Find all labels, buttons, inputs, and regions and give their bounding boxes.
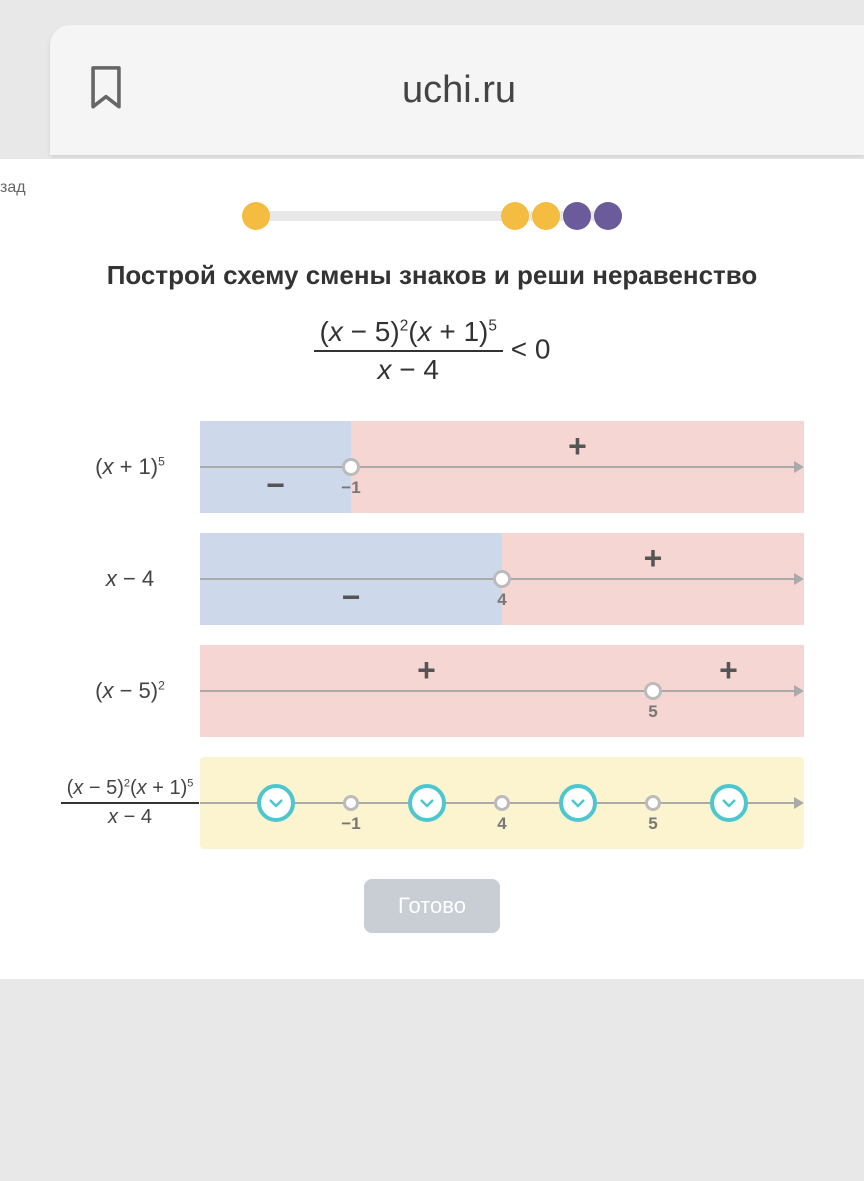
sign-label: + [417, 652, 436, 689]
combined-row: (x − 5)2(x + 1)5x − 4 −1 4 5 [60, 757, 804, 849]
critical-point[interactable] [342, 458, 360, 476]
row-label: (x − 5)2(x + 1)5x − 4 [60, 777, 200, 829]
sign-row: x − 4 − +4 [60, 533, 804, 625]
sign-label: + [644, 540, 663, 577]
sign-toggle-button[interactable] [710, 784, 748, 822]
row-label: (x − 5)2 [60, 678, 200, 704]
row-label: x − 4 [60, 566, 200, 592]
critical-point [343, 795, 359, 811]
main-equation: (x − 5)2(x + 1)5 x − 4 < 0 [0, 316, 864, 386]
critical-point[interactable] [644, 682, 662, 700]
back-link[interactable]: зад [0, 179, 864, 197]
content-area: зад Построй схему смены знаков и реши не… [0, 159, 864, 979]
point-label: 5 [648, 814, 657, 834]
sign-label: − [266, 467, 285, 504]
number-line: + +5 [200, 645, 804, 737]
point-label: 4 [497, 590, 506, 610]
url-text: uchi.ru [84, 69, 834, 112]
arrow-right-icon [794, 573, 804, 585]
number-line: − +4 [200, 533, 804, 625]
progress-dot [594, 202, 622, 230]
number-line: − + −1 [200, 421, 804, 513]
critical-point[interactable] [493, 570, 511, 588]
progress-dot [242, 202, 270, 230]
sign-row: (x + 1)5 − + −1 [60, 421, 804, 513]
point-label: 5 [648, 702, 657, 722]
arrow-right-icon [794, 797, 804, 809]
sign-label: − [342, 579, 361, 616]
progress-dot [563, 202, 591, 230]
critical-point [645, 795, 661, 811]
done-button[interactable]: Готово [364, 879, 500, 933]
sign-label: + [719, 652, 738, 689]
page-title: Построй схему смены знаков и реши нераве… [0, 260, 864, 291]
row-label: (x + 1)5 [60, 454, 200, 480]
sign-toggle-button[interactable] [408, 784, 446, 822]
arrow-right-icon [794, 685, 804, 697]
point-label: −1 [341, 478, 360, 498]
sign-toggle-button[interactable] [559, 784, 597, 822]
arrow-right-icon [794, 461, 804, 473]
progress-dot [532, 202, 560, 230]
sign-toggle-button[interactable] [257, 784, 295, 822]
progress-indicator [0, 202, 864, 230]
critical-point [494, 795, 510, 811]
browser-tab-bar: uchi.ru [50, 25, 864, 155]
sign-row: (x − 5)2 + +5 [60, 645, 804, 737]
sign-label: + [568, 428, 587, 465]
point-label: −1 [341, 814, 360, 834]
point-label: 4 [497, 814, 506, 834]
progress-dot [501, 202, 529, 230]
combined-number-line: −1 4 5 [200, 757, 804, 849]
